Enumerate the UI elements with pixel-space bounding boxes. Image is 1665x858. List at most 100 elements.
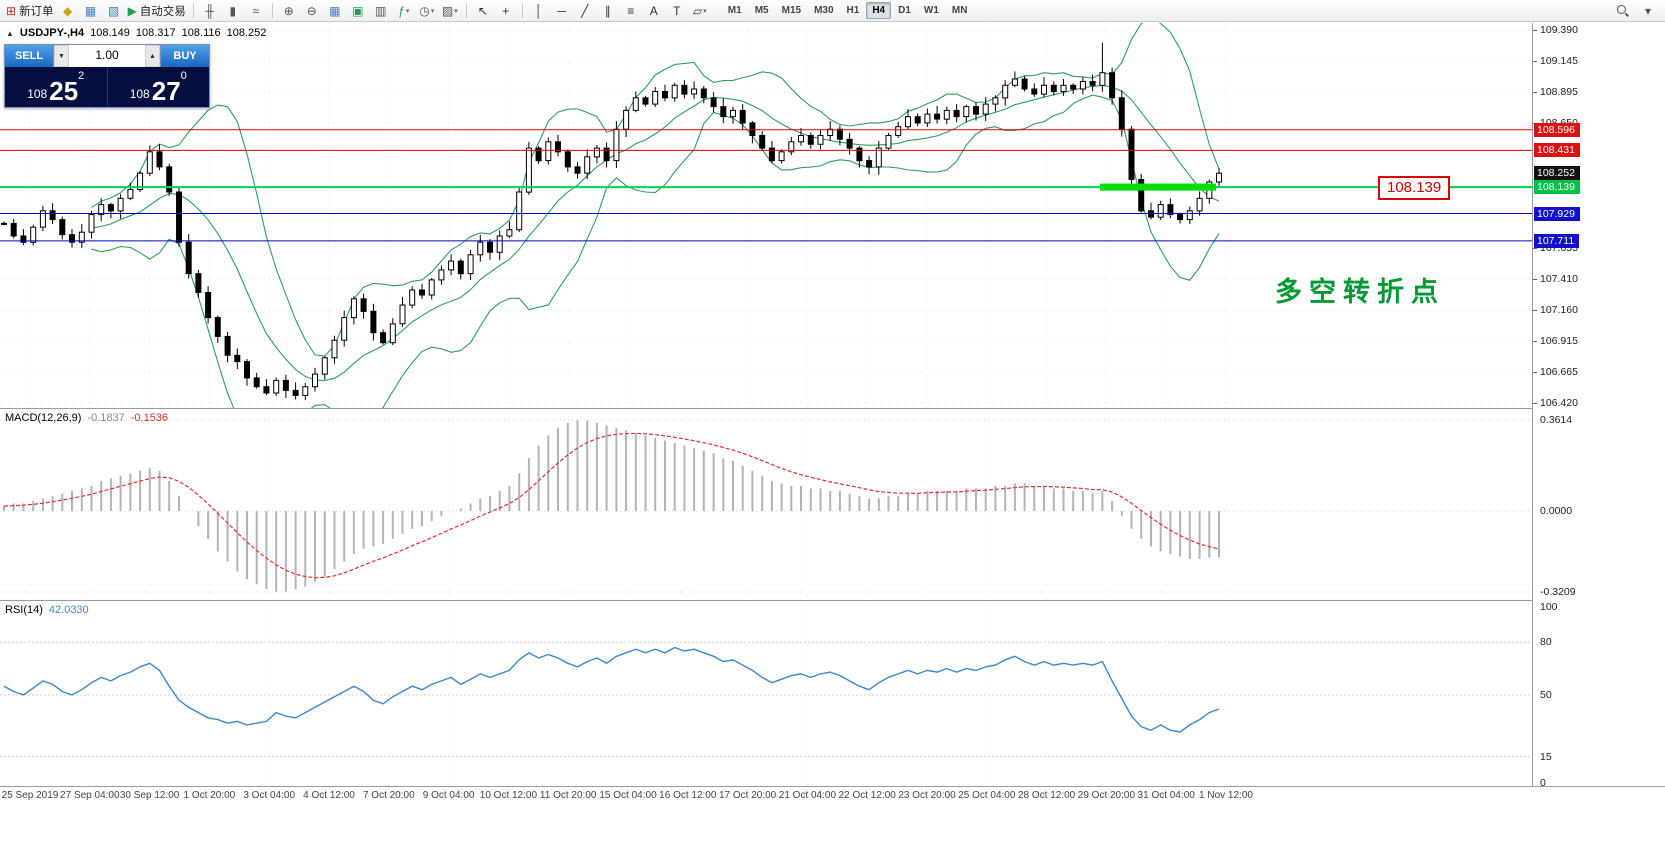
timeframe-m30-button[interactable]: M30 [814,5,834,16]
cursor-icon[interactable]: ↖ [472,2,494,20]
line-chart-icon[interactable]: ≈ [245,2,267,20]
market-watch-icon[interactable]: ▦ [80,2,102,20]
price-axis-tick [1533,92,1537,94]
price-axis-label: 107.160 [1540,304,1578,317]
chart-shift-icon[interactable]: ▥ [370,2,392,20]
lot-size-field[interactable]: ▼ 1.00 ▲ [53,45,161,67]
rsi-indicator-label: RSI(14) [5,604,43,616]
time-axis-label: 10 Oct 12:00 [479,790,538,801]
auto-arrange-icon: ▣ [352,3,364,18]
timeframe-m5-button[interactable]: M5 [754,5,769,16]
bid-prefix: 108 [27,87,48,101]
macd-label-row: MACD(12,26,9) -0.1837 -0.1536 [5,412,168,424]
periods-icon: ◷ [419,3,430,18]
navigator-icon[interactable]: ▧ [103,2,125,20]
equidistant-channel-icon[interactable]: ∥ [597,2,619,20]
bar-chart-icon[interactable]: ╫ [199,2,221,20]
indicators-icon: ƒ [398,3,405,18]
tile-windows-icon[interactable]: ▦ [324,2,346,20]
ask-prefix: 108 [129,87,150,101]
timeframe-toolbar: M1 M5 M15 M30 H1 H4 D1 W1 MN [722,2,974,19]
ask-sup: 0 [180,70,187,82]
timeframe-m15-button[interactable]: M15 [781,5,802,16]
crosshair-icon[interactable]: + [495,2,517,20]
timeframe-mn-button[interactable]: MN [951,5,968,16]
price-axis-label: 107.410 [1540,272,1578,285]
price-axis-label: 106.420 [1540,397,1578,409]
macd-axis-label: 0.3614 [1540,414,1573,426]
price-badge: 108.431 [1534,143,1580,158]
price-badge: 107.711 [1534,233,1580,248]
bid-price[interactable]: 108 25 2 [5,67,107,107]
macd-chart-canvas[interactable] [0,409,1532,605]
search-icon[interactable] [1611,2,1633,20]
price-axis-tick [1533,310,1537,312]
one-click-trading-panel: SELL ▼ 1.00 ▲ BUY 108 25 2 108 27 0 [4,44,210,108]
indicators-icon[interactable]: ƒ ▾ [393,2,415,20]
timeframe-m1-button[interactable]: M1 [727,5,742,16]
price-badge: 108.252 [1534,165,1580,180]
price-axis-label: 108.895 [1540,86,1578,99]
templates-icon: ▨ [441,3,454,18]
time-axis-label: 27 Sep 04:00 [60,790,120,801]
ask-price[interactable]: 108 27 0 [106,67,210,107]
zoom-out-icon: ⊖ [306,3,317,18]
lot-increase-button[interactable]: ▲ [145,45,160,67]
buy-button[interactable]: BUY [161,45,209,67]
chevron-down-icon: ▾ [454,7,458,15]
price-axis[interactable]: 109.390109.145108.895108.650107.655107.4… [1533,23,1665,789]
price-axis-tick [1533,30,1537,31]
toolbar-more-icon[interactable]: ▾ [1637,2,1659,20]
panel-splitter[interactable] [0,408,1665,409]
timeframe-w1-button[interactable]: W1 [923,5,939,16]
arrows-icon[interactable]: ▱ ▾ [689,2,711,20]
vertical-line-icon[interactable]: │ [528,2,550,20]
time-axis-label: 29 Oct 20:00 [1077,790,1136,801]
time-axis-label: 7 Oct 20:00 [362,790,415,801]
lot-decrease-button[interactable]: ▼ [54,45,69,67]
sell-button[interactable]: SELL [5,45,53,67]
crosshair-icon: + [502,3,510,18]
panel-splitter[interactable] [0,600,1665,601]
market-watch-icon: ▦ [84,3,97,18]
time-axis-label: 17 Oct 20:00 [718,790,777,801]
time-axis-label: 23 Oct 20:00 [898,790,956,801]
periods-icon[interactable]: ◷ ▾ [416,2,438,20]
autotrade-button-label: 自动交易 [139,5,186,18]
arrows-icon: ▱ [692,3,703,18]
rsi-chart-canvas[interactable] [0,601,1532,791]
ask-big: 27 [151,75,181,106]
timeframe-d1-button[interactable]: D1 [898,5,911,16]
time-axis[interactable]: 25 Sep 2019 27 Sep 04:00 30 Sep 12:00 1 Oct… [0,787,1532,807]
timeframe-h1-button[interactable]: H1 [846,5,860,16]
text-label-icon[interactable]: T [666,2,688,20]
price-axis-label: 106.665 [1540,366,1578,379]
main-chart-canvas[interactable] [0,17,1532,435]
chart-corner-icon: ▲ [6,28,14,38]
toolbar-separator [521,3,523,18]
lot-size-value[interactable]: 1.00 [95,48,119,62]
templates-icon[interactable]: ▨ ▾ [439,2,461,20]
timeframe-h4-button[interactable]: H4 [866,2,892,19]
vertical-line-icon: │ [535,3,543,18]
main-toolbar: ⊞ 新订单 ◆ ▦ ▧ ▶ 自动交易 ╫ ▮ ≈ ⊕ ⊖ ▦ ▣ ▥ ƒ ▾ ◷ ▾ ▨ ▾ ↖ + │ ─ ╱ ∥ ≡ A T ▱ ▾ M1 M… [0,0,1665,22]
zoom-in-icon[interactable]: ⊕ [278,2,300,20]
macd-signal-value: -0.1536 [130,412,169,424]
horizontal-line-icon[interactable]: ─ [551,2,573,20]
candlestick-chart-icon[interactable]: ▮ [222,2,244,20]
rsi-label-row: RSI(14) 42.0330 [5,604,89,616]
trendline-icon[interactable]: ╱ [574,2,596,20]
rsi-value: 42.0330 [48,604,89,616]
new-order-button[interactable]: ⊞ 新订单 [4,2,56,20]
metaeditor-icon[interactable]: ◆ [57,2,79,20]
text-icon[interactable]: A [643,2,665,20]
ohlc-open: 108.149 [90,27,130,39]
price-level-callout[interactable]: 108.139 [1378,176,1451,200]
autotrade-button[interactable]: ▶ 自动交易 [126,2,188,20]
fibonacci-icon[interactable]: ≡ [620,2,642,20]
panel-splitter[interactable] [0,786,1665,787]
auto-arrange-icon[interactable]: ▣ [347,2,369,20]
zoom-out-icon[interactable]: ⊖ [301,2,323,20]
price-badge: 108.139 [1534,180,1580,195]
rsi-axis-label: 50 [1540,689,1552,701]
